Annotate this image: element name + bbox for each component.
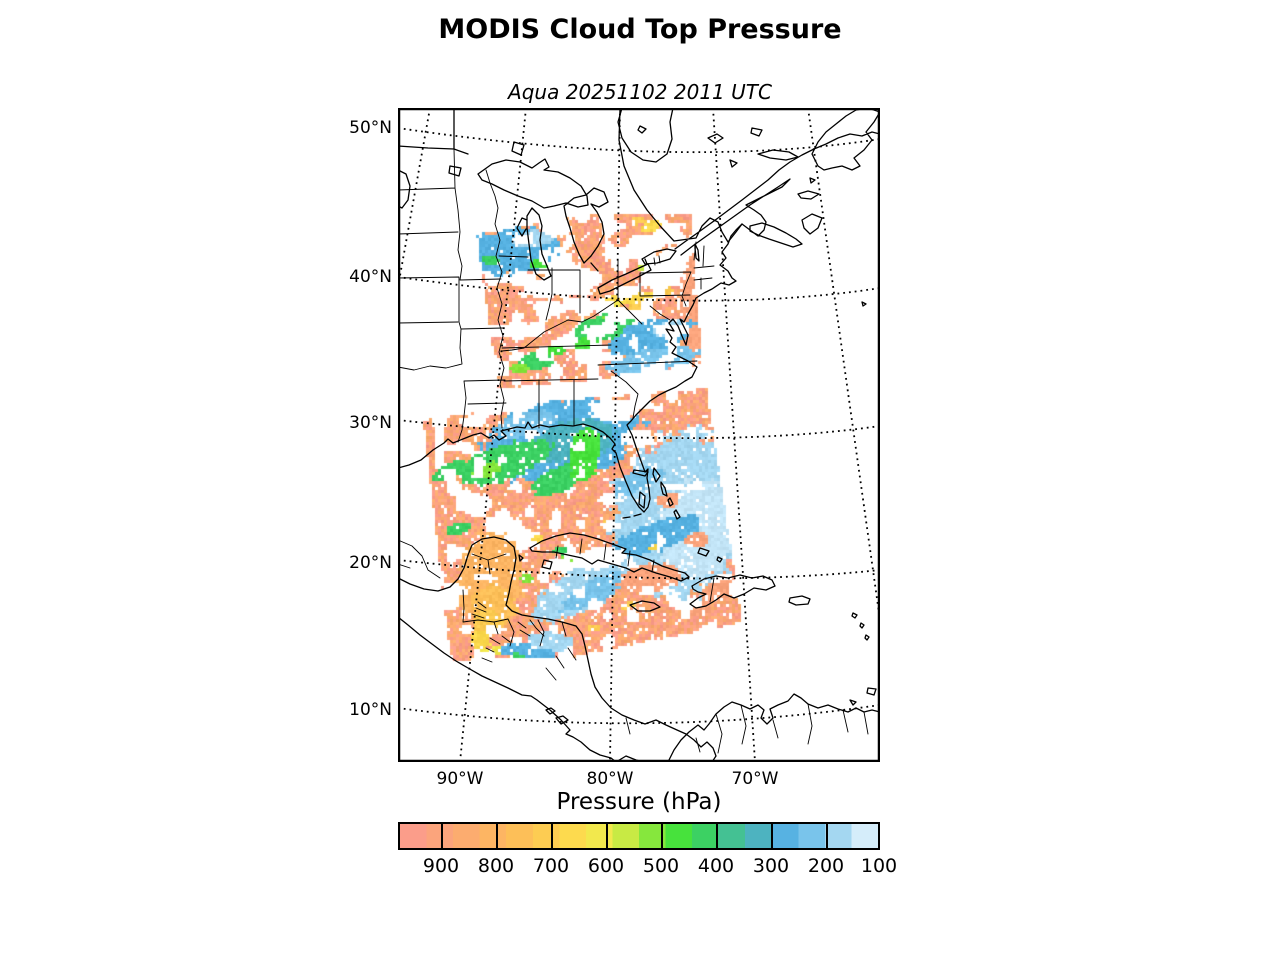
- colorbar-tick: [716, 824, 718, 848]
- coastlines-layer: [398, 108, 880, 762]
- coastline-canada-northeast: [398, 108, 880, 262]
- colorbar: [398, 822, 880, 850]
- colorbar-tick-label: 600: [587, 855, 625, 877]
- lat-tick-label: 30°N: [349, 413, 392, 433]
- cloud-data-layer: [398, 108, 880, 762]
- colorbar-tick: [551, 824, 553, 848]
- graticule-lines: [398, 108, 880, 762]
- lat-tick-label: 20°N: [349, 553, 392, 573]
- meridian-line-2: [609, 108, 621, 762]
- lat-tick-label: 50°N: [349, 118, 392, 138]
- colorbar-tick-label: 100: [860, 855, 898, 877]
- colorbar-tick-label: 300: [752, 855, 790, 877]
- colorbar-tick-label: 400: [697, 855, 735, 877]
- lon-tick-label: 80°W: [586, 769, 634, 789]
- colorbar-tick: [606, 824, 608, 848]
- lon-tick-label: 70°W: [731, 769, 779, 789]
- lat-tick-label: 10°N: [349, 700, 392, 720]
- admin-boundaries-mesh: [398, 538, 869, 754]
- meridian-line-3: [712, 108, 756, 762]
- colorbar-tick-label: 500: [642, 855, 680, 877]
- colorbar-tick-label: 200: [807, 855, 845, 877]
- lat-tick-label: 40°N: [349, 267, 392, 287]
- basemap-layer: [398, 108, 880, 762]
- colorbar-tick-label: 700: [532, 855, 570, 877]
- parallel-line-40°N: [398, 276, 880, 302]
- chart-title: MODIS Cloud Top Pressure: [438, 14, 842, 45]
- colorbar-tick: [441, 824, 443, 848]
- coastline-mainland: [398, 223, 880, 762]
- meridian-line-0: [398, 108, 431, 288]
- chart-subtitle: Aqua 20251102 2011 UTC: [508, 80, 772, 104]
- map-panel: [398, 108, 880, 762]
- meridian-line-4: [807, 108, 880, 621]
- colorbar-tick-label: 900: [422, 855, 460, 877]
- map-frame: [398, 108, 880, 762]
- parallel-line-20°N: [398, 559, 880, 580]
- parallel-line-10°N: [398, 704, 880, 725]
- colorbar-title: Pressure (hPa): [556, 789, 722, 815]
- parallel-line-50°N: [398, 127, 880, 154]
- colorbar-tick: [826, 824, 828, 848]
- colorbar-tick: [496, 824, 498, 848]
- colorbar-tick: [771, 824, 773, 848]
- great-lakes: [477, 158, 677, 295]
- caribbean-islands: [518, 301, 877, 706]
- colorbar-tick-label: 800: [477, 855, 515, 877]
- parallel-line-30°N: [398, 419, 880, 440]
- lon-tick-label: 90°W: [436, 769, 484, 789]
- state-boundaries: [398, 148, 715, 443]
- colorbar-tick: [661, 824, 663, 848]
